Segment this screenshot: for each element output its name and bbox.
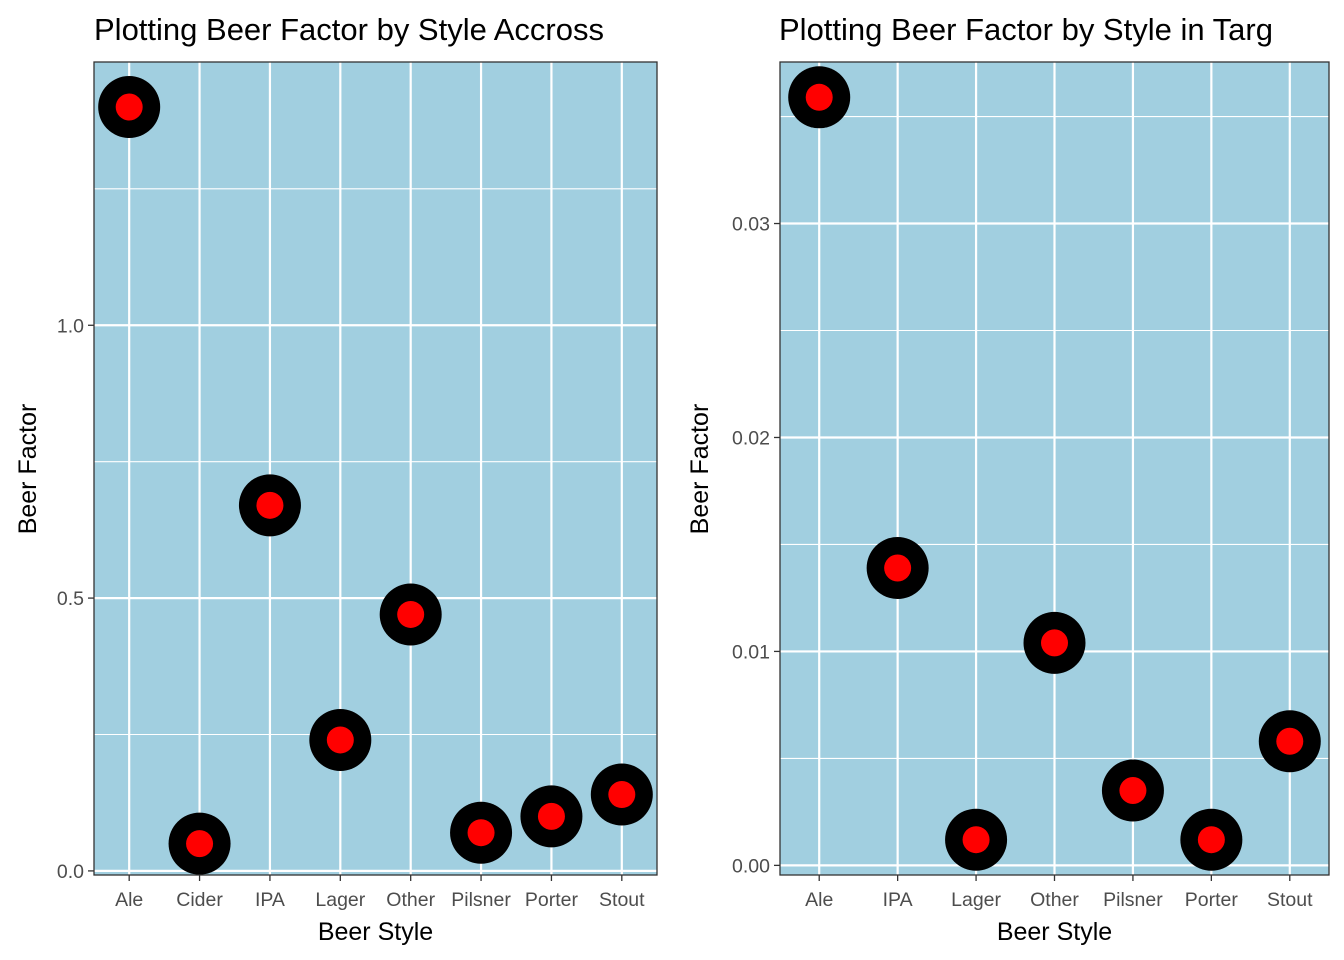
chart2-point-inner: [962, 826, 990, 854]
chart1-point-inner: [467, 819, 495, 847]
chart2-x-tick-label: Pilsner: [1103, 889, 1163, 911]
chart1-y-tick-label: 0.5: [57, 588, 84, 610]
chart2-point-inner: [1276, 727, 1304, 755]
chart2-point-pilsner: [1101, 759, 1164, 822]
chart2-point-stout: [1258, 710, 1321, 773]
chart2-x-tick-label: Stout: [1267, 889, 1313, 911]
chart2-y-tick-label: 0.02: [732, 427, 770, 449]
chart1-y-tick-label: 1.0: [57, 315, 84, 337]
right-chart: 0.00 0.01 0.02 0.03 Ale IPA Lager Other Pilsner P…: [686, 12, 1330, 946]
chart2-y-tick-label: 0.00: [732, 855, 770, 877]
chart1-x-tick-label: Stout: [599, 889, 645, 911]
chart1-point-porter: [520, 785, 583, 848]
chart2-x-tick-label: Ale: [805, 889, 833, 911]
chart1-point-other: [379, 583, 442, 646]
chart1-point-cider: [168, 812, 231, 875]
chart2-title: Plotting Beer Factor by Style in Targ: [779, 12, 1273, 47]
chart1-point-pilsner: [450, 801, 513, 864]
chart1-x-tick-label: IPA: [255, 889, 285, 911]
chart2-points: [788, 66, 1321, 871]
chart1-point-inner: [397, 600, 425, 628]
chart1-point-inner: [326, 726, 354, 754]
chart1-point-inner: [115, 93, 143, 121]
chart1-x-tick-label: Porter: [525, 889, 579, 911]
chart1-x-tick-label: Ale: [115, 889, 143, 911]
chart1-gridlines: [94, 62, 657, 875]
chart2-point-ale: [788, 66, 851, 129]
chart2-point-ipa: [866, 536, 929, 599]
chart2-y-tick-label: 0.03: [732, 214, 770, 236]
chart2-x-tick-label: Other: [1030, 889, 1079, 911]
chart1-x-tick-label: Other: [386, 889, 435, 911]
chart1-x-tick-label: Lager: [315, 889, 365, 911]
chart1-x-axis-title: Beer Style: [318, 918, 433, 946]
chart1-y-tick-label: 0.0: [57, 861, 84, 883]
chart2-point-inner: [805, 83, 833, 111]
chart2-x-tick-label: IPA: [883, 889, 913, 911]
chart2-point-other: [1023, 611, 1086, 674]
chart2-x-tick-label: Lager: [951, 889, 1001, 911]
chart1-point-ale: [98, 76, 161, 139]
chart2-point-inner: [1041, 629, 1068, 657]
chart1-point-inner: [608, 781, 636, 809]
chart2-x-axis-title: Beer Style: [997, 918, 1112, 946]
chart1-panel-border: [93, 61, 658, 876]
chart2-gridlines: [780, 62, 1329, 875]
chart1-x-tick-label: Pilsner: [451, 889, 511, 911]
chart1-panel-background: [94, 62, 657, 875]
chart1-point-stout: [590, 763, 653, 826]
chart2-point-inner: [884, 554, 912, 582]
chart1-point-inner: [537, 802, 565, 830]
chart2-y-axis-title: Beer Factor: [686, 404, 714, 535]
chart1-title: Plotting Beer Factor by Style Accross: [94, 12, 604, 47]
chart2-point-inner: [1197, 826, 1225, 854]
chart2-point-inner: [1119, 776, 1147, 804]
chart1-point-inner: [186, 830, 214, 858]
chart1-point-ipa: [238, 474, 301, 537]
chart2-point-porter: [1180, 808, 1243, 871]
chart2-x-tick-label: Porter: [1185, 889, 1239, 911]
chart2-point-lager: [945, 808, 1008, 871]
left-chart: 0.0 0.5 1.0 Ale Cider IPA Lager Other Pilsner Por…: [14, 12, 658, 946]
chart1-point-inner: [256, 491, 284, 519]
chart1-points: [98, 76, 653, 875]
chart1-y-axis-title: Beer Factor: [14, 404, 42, 535]
chart1-x-tick-label: Cider: [176, 889, 223, 911]
chart1-point-lager: [309, 708, 372, 771]
chart2-y-tick-label: 0.01: [732, 641, 770, 663]
